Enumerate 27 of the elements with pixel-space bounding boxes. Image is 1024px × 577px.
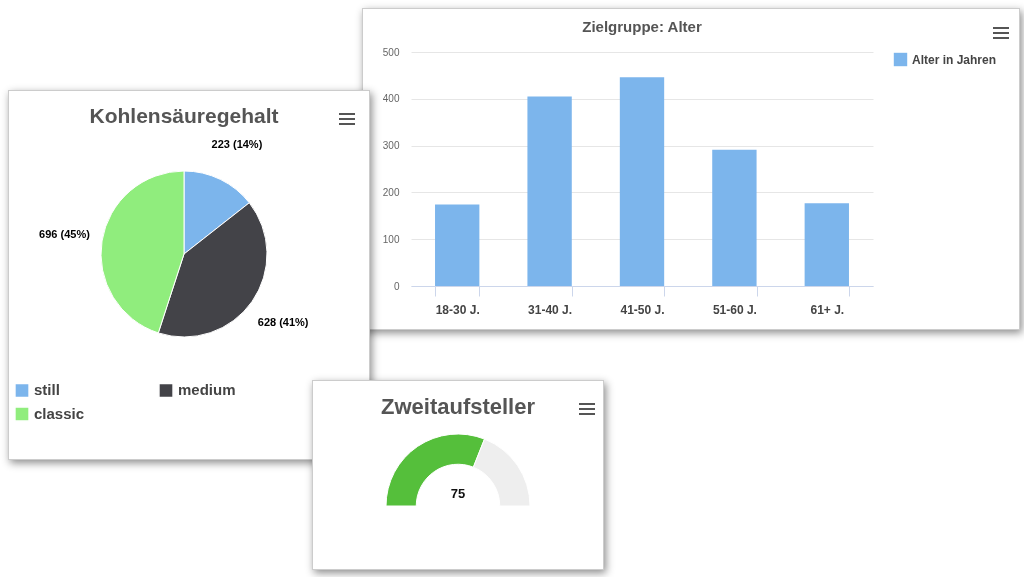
bar bbox=[435, 204, 480, 286]
x-tick-label: 18-30 J. bbox=[435, 302, 480, 317]
y-tick-label: 400 bbox=[382, 93, 400, 105]
x-tick-label: 41-50 J. bbox=[620, 302, 665, 317]
x-tick-label: 31-40 J. bbox=[528, 302, 573, 317]
data-label: 628 (41%) bbox=[257, 316, 309, 329]
text: 75 bbox=[450, 486, 466, 501]
chart-title: Zweitaufsteller bbox=[380, 394, 536, 419]
chart-title: Kohlensäuregehalt bbox=[89, 104, 279, 128]
y-tick-label: 500 bbox=[382, 46, 400, 58]
legend-label: Alter in Jahren bbox=[912, 52, 997, 67]
x-tick-label: 51-60 J. bbox=[712, 302, 757, 317]
legend-label: medium bbox=[178, 381, 236, 399]
y-tick-label: 300 bbox=[382, 140, 400, 152]
bar bbox=[527, 96, 572, 286]
y-tick-label: 0 bbox=[393, 280, 400, 292]
data-label: 696 (45%) bbox=[39, 228, 91, 241]
data-label: 223 (14%) bbox=[211, 138, 263, 151]
y-tick-label: 200 bbox=[382, 186, 400, 198]
chart-title: Zielgruppe: Alter bbox=[582, 18, 702, 35]
x-tick-label: 61+ J. bbox=[810, 302, 845, 317]
legend-label: classic bbox=[34, 405, 85, 422]
bar bbox=[804, 203, 849, 286]
bar bbox=[619, 77, 665, 286]
y-tick-label: 100 bbox=[382, 233, 400, 245]
bar bbox=[712, 149, 757, 286]
legend-label: still bbox=[34, 381, 60, 399]
